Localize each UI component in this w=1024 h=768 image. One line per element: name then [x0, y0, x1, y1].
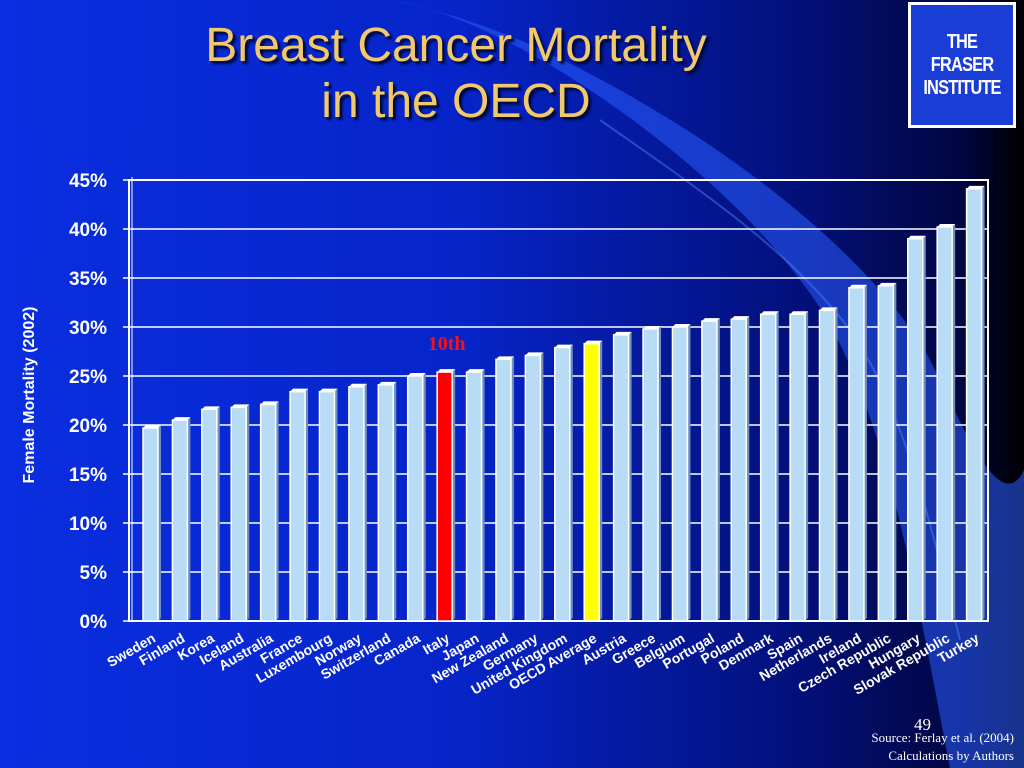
y-axis-ticks: 0% 5% 10% 15% 20% 25% 30% 35% 40% 45%: [69, 171, 107, 633]
bar-top: [907, 235, 926, 239]
page-number: 49: [914, 715, 931, 734]
bar-face: [907, 238, 924, 622]
bar-face: [642, 328, 659, 622]
y-tick-label: 20%: [69, 416, 107, 437]
bar-face: [171, 419, 189, 622]
y-tick-label: 15%: [69, 465, 107, 486]
bar-face: [965, 188, 983, 622]
bar: [965, 185, 985, 622]
annotation-label: 10th: [428, 333, 466, 355]
y-tick-label: 45%: [69, 171, 107, 192]
bar: [318, 388, 338, 622]
bar: [936, 224, 956, 622]
bar: [230, 404, 250, 622]
bar-face: [230, 406, 247, 622]
bar-face: [495, 358, 512, 622]
source-note: Source: Ferlay et al. (2004) Calculation…: [871, 729, 1014, 765]
bar: [259, 401, 279, 622]
y-tick-label: 25%: [69, 367, 107, 388]
logo-line-2: INSTITUTE: [923, 76, 1001, 99]
bar-face: [142, 427, 159, 622]
bar: [671, 324, 691, 622]
source-line-1: Source: Ferlay et al. (2004): [871, 730, 1014, 745]
bar-face: [671, 326, 689, 622]
bar-face: [848, 287, 865, 622]
bar-top: [201, 406, 220, 410]
bar: [554, 344, 573, 622]
title-line-1: Breast Cancer Mortality: [205, 19, 707, 72]
y-tick-label: 0%: [80, 612, 108, 633]
bar-face: [701, 320, 718, 622]
chart-annotations: 10th: [428, 333, 466, 355]
bar-face: [524, 354, 542, 622]
bar: [524, 352, 544, 622]
source-line-2: Calculations by Authors: [888, 748, 1014, 763]
bar-face: [583, 342, 600, 622]
bar-face: [818, 309, 836, 622]
bar: [377, 381, 397, 622]
bar: [583, 340, 603, 622]
logo-line-1: THE FRASER: [930, 30, 994, 76]
x-axis-labels: SwedenFinlandKoreaIcelandAustraliaFrance…: [104, 630, 982, 698]
bar-face: [348, 386, 365, 622]
chart-bars: [142, 185, 985, 622]
bar-face: [612, 334, 630, 622]
bar: [818, 307, 838, 622]
bar-face: [436, 371, 453, 622]
bar: [348, 383, 367, 622]
bar-face: [289, 390, 306, 622]
bar-face: [936, 226, 953, 622]
fraser-institute-logo: THE FRASER INSTITUTE: [908, 2, 1016, 128]
bar: [201, 406, 220, 622]
bar: [642, 325, 662, 622]
bar-top: [348, 383, 367, 387]
bar-top: [525, 352, 544, 356]
bar-face: [406, 375, 424, 622]
bar: [171, 417, 191, 622]
bar-face: [554, 346, 571, 622]
y-tick-label: 30%: [69, 318, 107, 339]
bar-face: [318, 390, 336, 622]
bar: [759, 311, 779, 622]
bar: [877, 282, 897, 622]
bar: [406, 373, 426, 622]
bar-top: [260, 401, 279, 405]
bar: [142, 424, 161, 622]
bar-face: [730, 318, 748, 622]
bar-face: [259, 403, 277, 622]
y-tick-label: 40%: [69, 220, 107, 241]
bar: [701, 318, 720, 622]
bar-face: [465, 371, 483, 622]
y-tick-label: 10%: [69, 514, 107, 535]
bar: [730, 316, 750, 622]
bar: [612, 331, 632, 622]
bar-top: [584, 340, 603, 344]
y-axis-label: Female Mortality (2002): [21, 307, 38, 484]
bar: [436, 369, 456, 622]
y-tick-label: 5%: [80, 563, 108, 584]
logo-text: THE FRASER INSTITUTE: [920, 31, 1004, 100]
title-line-2: in the OECD: [321, 75, 591, 128]
bar-face: [377, 384, 395, 622]
bar: [907, 235, 926, 622]
bar-top: [231, 404, 250, 408]
bar-face: [201, 408, 218, 622]
bar: [495, 356, 514, 622]
bar: [848, 284, 867, 622]
bar-face: [877, 285, 895, 622]
bar: [289, 388, 309, 622]
bar: [465, 369, 485, 622]
bar-top: [731, 316, 750, 320]
bar-face: [789, 313, 806, 622]
y-tick-label: 35%: [69, 269, 107, 290]
bar: [789, 311, 809, 622]
slide-title: Breast Cancer Mortality in the OECD: [0, 18, 912, 130]
bar-face: [759, 313, 777, 622]
